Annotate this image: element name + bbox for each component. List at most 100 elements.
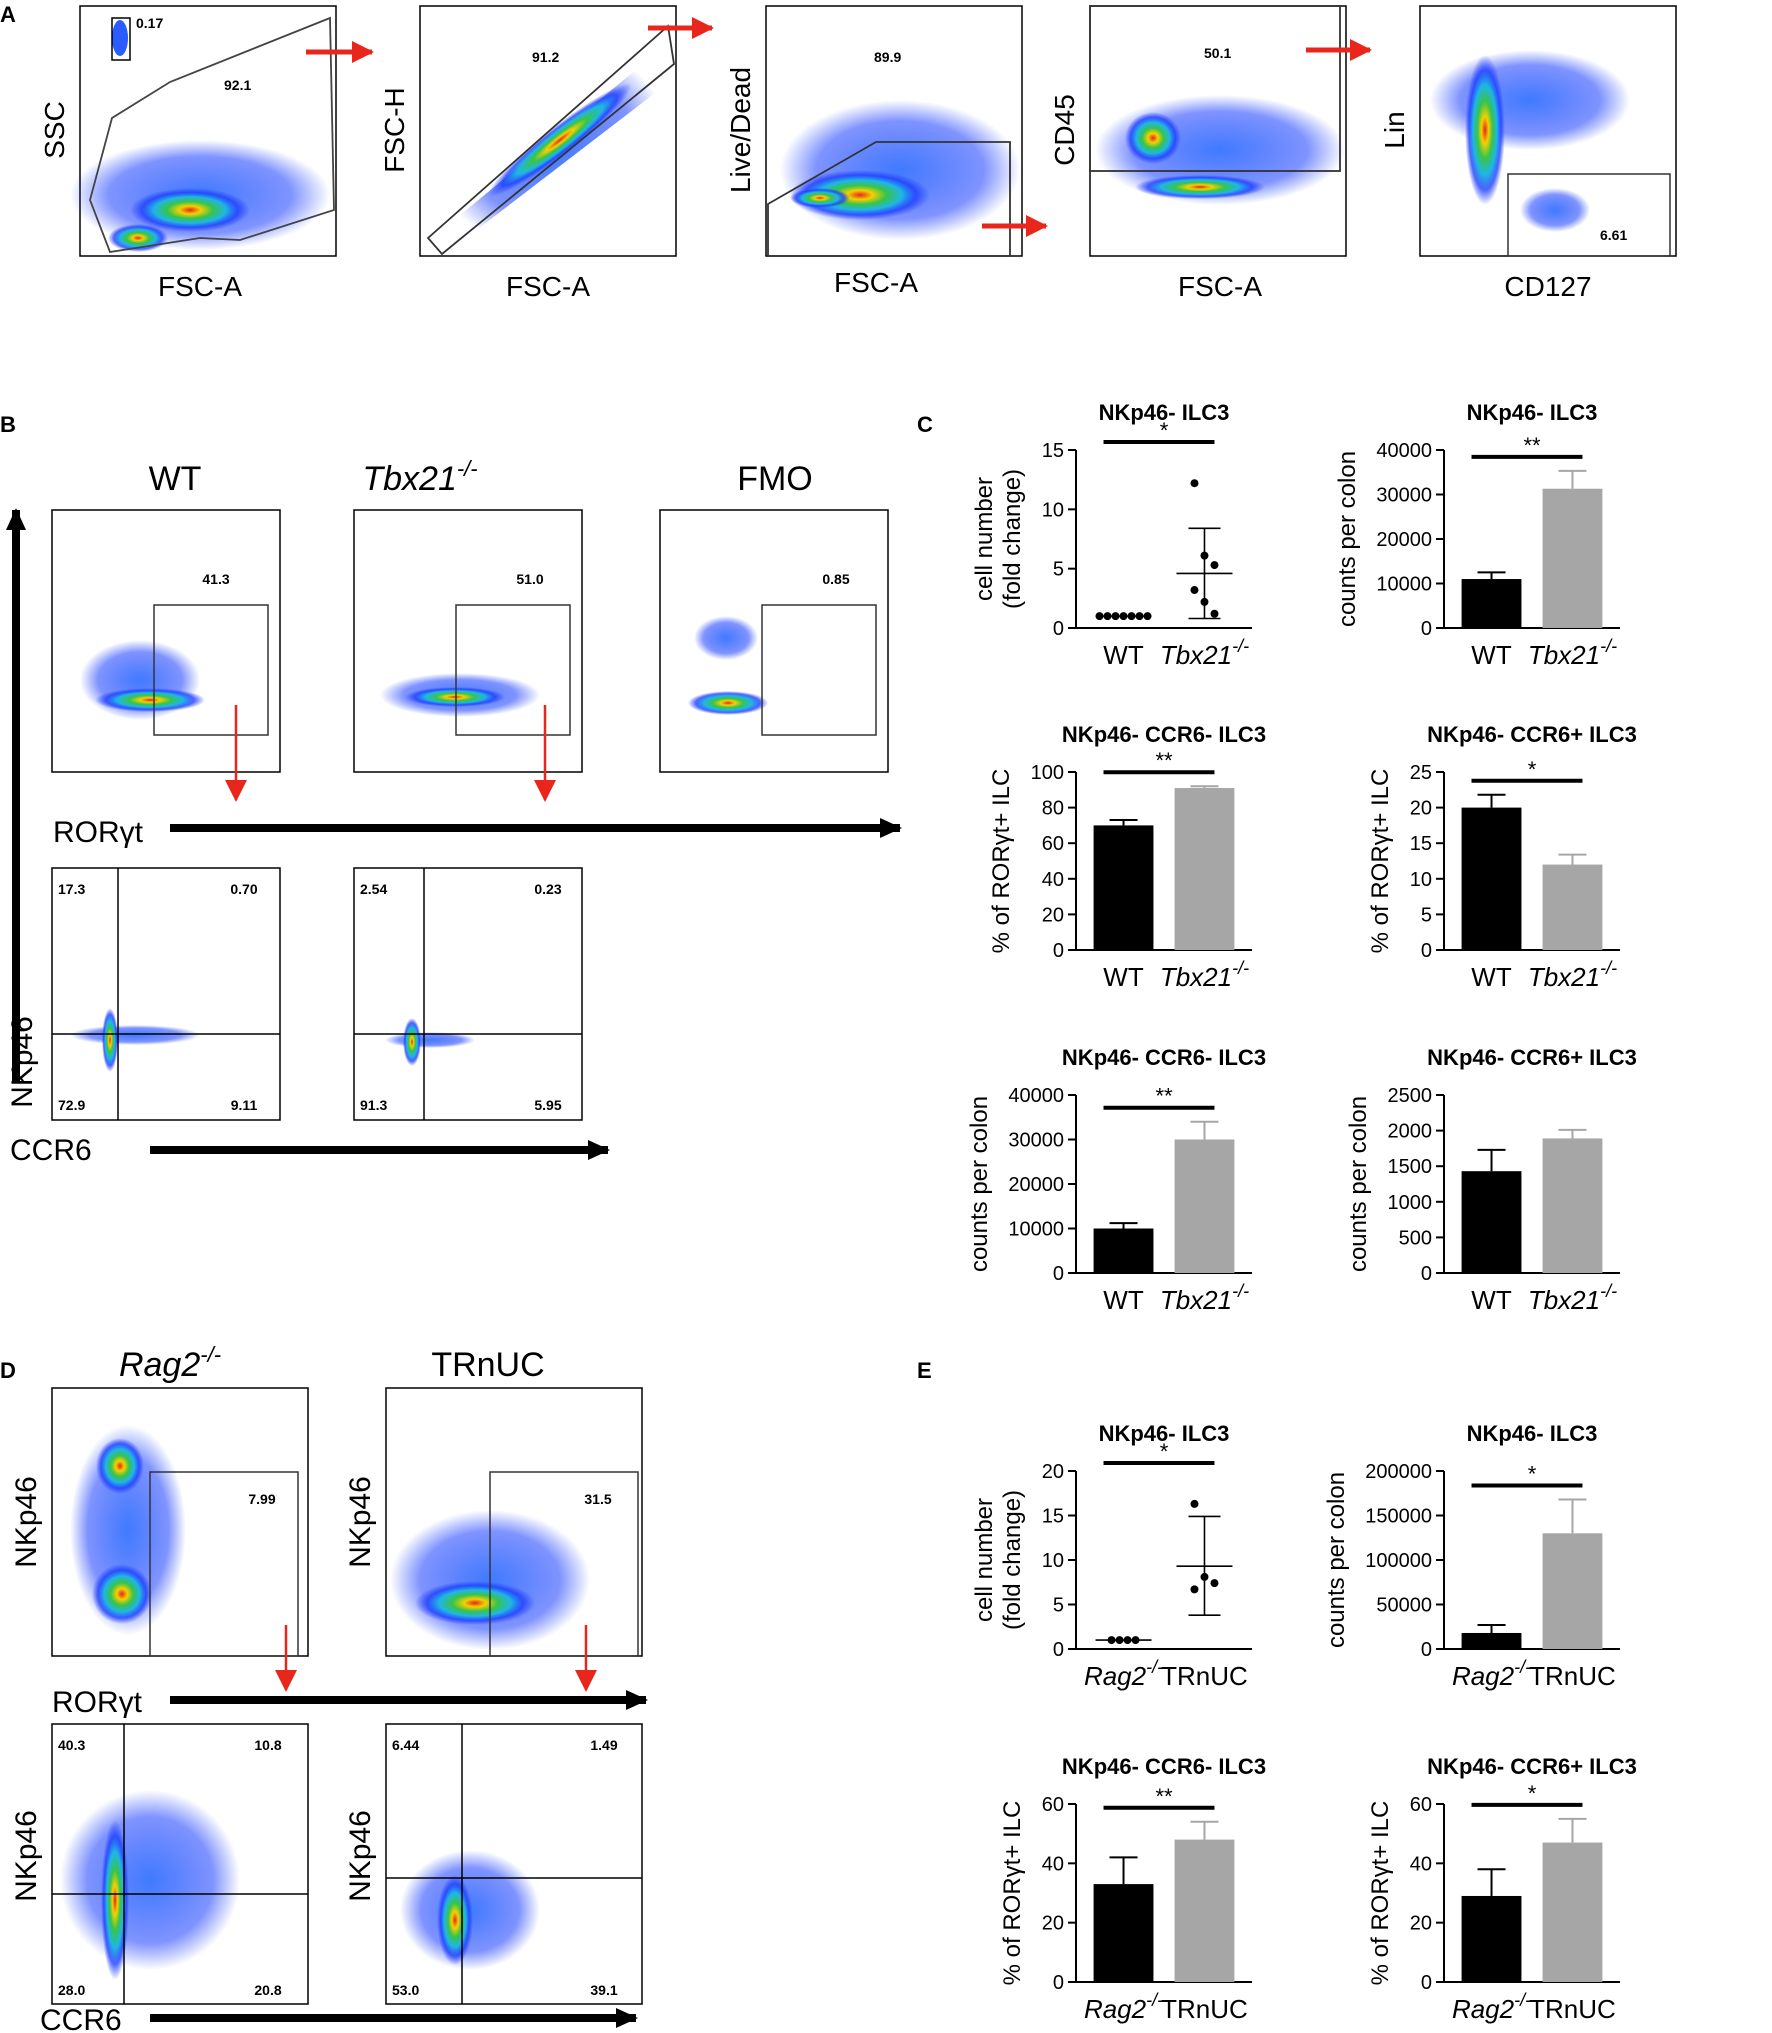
- y-tick-label: 20000: [1008, 1174, 1064, 1196]
- x-tick-label: Rag2-/-: [1084, 1990, 1163, 2024]
- y-tick-label: 40000: [1008, 1085, 1064, 1107]
- x-tick-label: TRnUC: [1529, 1994, 1616, 2024]
- flow-plot-trnuc-rorgt: 31.5 NKp46: [344, 1387, 643, 1657]
- cell-cloud: [95, 688, 205, 712]
- header-sup: -/-: [457, 456, 478, 481]
- x-axis-label: CCR6: [40, 2004, 122, 2033]
- x-tick-label: Tbx21-/-: [1528, 636, 1617, 670]
- y-tick-label: 60: [1042, 833, 1064, 855]
- x-axis-label: FSC-A: [506, 271, 590, 302]
- x-tick-sup: -/-: [1600, 1281, 1617, 1301]
- y-tick-label: 150000: [1365, 1506, 1432, 1528]
- bar-control: [1093, 1884, 1154, 1982]
- y-tick-label: 0: [1421, 1972, 1432, 1994]
- y-tick-label: 40000: [1376, 440, 1432, 462]
- y-axis-label: FSC-H: [379, 87, 410, 173]
- y-tick-label: 10000: [1008, 1219, 1064, 1241]
- quadrant-value: 39.1: [590, 1982, 617, 1998]
- flow-plot-fsch-fsca: 91.2 FSC-A FSC-H: [379, 5, 677, 302]
- group-header: WT: [149, 460, 202, 498]
- cell-cloud: [130, 188, 250, 232]
- quadrant-value: 6.44: [392, 1737, 419, 1753]
- quadrant-value: 0.70: [230, 881, 257, 897]
- gate: [489, 1471, 639, 1657]
- header-sup: -/-: [200, 1342, 221, 1367]
- y-tick-label: 20000: [1376, 529, 1432, 551]
- y-tick-label: 0: [1053, 940, 1064, 962]
- chart-c-1: 0 10000 20000 30000 40000 NKp46- ILC3 counts p…: [1334, 400, 1620, 670]
- x-tick-label: Tbx21-/-: [1160, 958, 1249, 992]
- gate-value: 41.3: [202, 571, 229, 587]
- chart-c-5: 0 500 1000 1500 2000 2500 NKp46- CCR6+ ILC3 cou…: [1345, 1045, 1637, 1315]
- flow-plot-wt-ccr6: 17.3 0.70 72.9 9.11: [51, 867, 281, 1121]
- gate: [455, 604, 571, 736]
- x-tick-label: WT: [1471, 1285, 1512, 1315]
- chart-e-9: 0 20 40 60 NKp46- CCR6+ ILC3 % of RORγt+ ILC R…: [1367, 1754, 1637, 2024]
- x-tick-label: Tbx21-/-: [1160, 636, 1249, 670]
- y-axis-label: % of RORγt+ ILC: [988, 769, 1015, 954]
- y-axis-label: (fold change): [999, 469, 1026, 609]
- chart-title: NKp46- CCR6- ILC3: [1062, 722, 1266, 747]
- x-tick-sup: -/-: [1146, 1657, 1163, 1677]
- bar-knockout: [1174, 1839, 1235, 1982]
- x-tick-text: WT: [1471, 1285, 1512, 1315]
- data-point: [1210, 609, 1219, 618]
- y-tick-label: 80: [1042, 798, 1064, 820]
- x-axis-label: RORγt: [52, 1686, 143, 1719]
- gate: [767, 141, 1011, 257]
- bar-control: [1461, 1171, 1522, 1273]
- quadrant-value: 53.0: [392, 1982, 419, 1998]
- gate-value: 7.99: [248, 1491, 275, 1507]
- y-tick-label: 20: [1042, 1913, 1064, 1935]
- header-gene: Rag2: [119, 1346, 200, 1384]
- quadrant-value: 17.3: [58, 881, 85, 897]
- x-tick-label: WT: [1471, 640, 1512, 670]
- flow-plot-rag2-ccr6: 40.3 10.8 28.0 20.8 NKp46: [10, 1723, 309, 2005]
- flow-plot-tbx21-rorgt: 51.0: [353, 509, 583, 773]
- flow-plot-cd45: 50.1 FSC-A CD45: [1049, 5, 1347, 302]
- data-point: [1190, 1585, 1199, 1594]
- y-tick-label: 20: [1410, 798, 1432, 820]
- data-point: [1190, 586, 1199, 595]
- x-tick-text: Rag2: [1084, 1661, 1147, 1691]
- chart-title: NKp46- CCR6+ ILC3: [1427, 1045, 1637, 1070]
- y-tick-label: 0: [1421, 1639, 1432, 1661]
- gate-value: 51.0: [516, 571, 543, 587]
- x-tick-label: Rag2-/-: [1452, 1657, 1531, 1691]
- flow-plot-livedead: 89.9 FSC-A Live/Dead: [725, 5, 1023, 298]
- gate-value: 31.5: [584, 1491, 611, 1507]
- quadrant-value: 72.9: [58, 1097, 85, 1113]
- flow-plot-lin-cd127: 6.61 CD127 Lin: [1379, 5, 1677, 302]
- group-header: Rag2-/-: [119, 1342, 221, 1384]
- cell-cloud: [60, 1790, 240, 1970]
- y-tick-label: 100: [1031, 762, 1064, 784]
- x-tick-sup: -/-: [1146, 1990, 1163, 2010]
- x-tick-label: Tbx21-/-: [1528, 1281, 1617, 1315]
- x-tick-text: WT: [1471, 962, 1512, 992]
- y-axis-label: CD45: [1049, 94, 1080, 166]
- significance-label: *: [1528, 1781, 1537, 1806]
- chart-title: NKp46- CCR6+ ILC3: [1427, 1754, 1637, 1779]
- y-tick-label: 60: [1042, 1794, 1064, 1816]
- y-tick-label: 30000: [1376, 485, 1432, 507]
- quadrant-value: 1.49: [590, 1737, 617, 1753]
- y-tick-label: 0: [1421, 1263, 1432, 1285]
- panel-label-a: A: [0, 2, 16, 27]
- significance-label: *: [1528, 757, 1537, 782]
- data-point: [1190, 1499, 1199, 1508]
- panel-label-d: D: [0, 1358, 16, 1383]
- x-tick-sup: -/-: [1600, 636, 1617, 656]
- y-tick-label: 0: [1421, 618, 1432, 640]
- data-point: [1210, 1579, 1219, 1588]
- x-tick-label: WT: [1471, 962, 1512, 992]
- quadrant-value: 91.3: [360, 1097, 387, 1113]
- bar-knockout: [1542, 864, 1603, 950]
- chart-c-3: 0 5 10 15 20 25 NKp46- CCR6+ ILC3 % of RORγt+ I…: [1367, 722, 1637, 992]
- cell-cloud: [1520, 188, 1590, 232]
- data-point: [1210, 561, 1219, 570]
- chart-e-8: 0 20 40 60 NKp46- CCR6- ILC3 % of RORγt+ ILC R…: [999, 1754, 1266, 2024]
- quadrant-value: 5.95: [534, 1097, 561, 1113]
- group-header: TRnUC: [431, 1346, 544, 1384]
- bar-control: [1093, 825, 1154, 950]
- cell-cloud: [96, 1438, 144, 1494]
